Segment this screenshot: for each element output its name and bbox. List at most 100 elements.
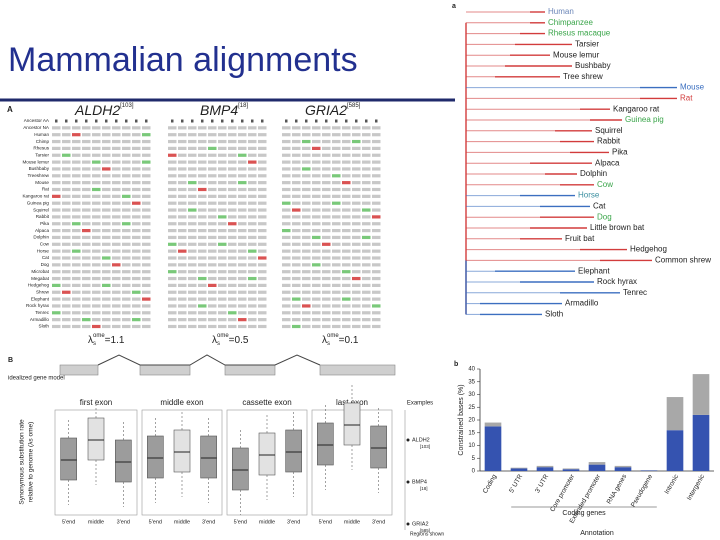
codon [218,276,227,281]
codon [322,276,331,281]
bar-segment [562,468,580,470]
codon [72,304,81,308]
codon [178,126,187,130]
codon [228,311,237,315]
codon [292,249,301,253]
codon [312,297,321,301]
taxon-label: Tenrec [623,288,647,297]
codon [112,208,121,212]
codon [372,311,381,315]
codon [342,153,351,157]
codon [122,297,131,301]
intron-lines [97,354,321,366]
codon [132,194,141,198]
codon [352,133,361,137]
codon [322,133,331,137]
codon [82,283,91,287]
codon [248,290,257,294]
codon [302,304,311,308]
codon [282,174,291,178]
codon [92,201,101,205]
codon [62,242,71,246]
codon [92,126,101,130]
codon [82,235,91,240]
position-label: middle [88,519,104,525]
codon [82,153,91,157]
codon [322,167,331,171]
codon [332,187,341,192]
codon [282,242,291,246]
example-ref: [103] [420,444,430,449]
codon [282,126,291,130]
position-label: 5'end [149,519,162,525]
codon [52,318,61,322]
example-ref: [585] [420,528,430,533]
codon [282,187,291,192]
example-name: GRIA2 [412,521,429,527]
codon [112,270,121,274]
codon-aa [181,119,184,123]
codon [62,160,71,164]
codon [282,304,291,308]
codon [292,208,301,212]
codon [332,160,341,164]
taxon-label: Bushbaby [575,61,611,70]
codon [132,139,141,144]
codon [198,290,207,294]
codon [302,324,311,329]
codon [312,208,321,212]
codon [208,256,217,260]
codon [342,215,351,219]
codon [218,256,227,260]
codon [102,256,111,260]
y-tick-label: 20 [468,418,475,424]
codon [208,318,217,322]
species-label: Cat [42,255,50,260]
codon [228,208,237,212]
codon [168,290,177,294]
codon [248,153,257,157]
codon [352,181,361,185]
codon [282,181,291,185]
codon [282,324,291,329]
species-label: Tenrec [35,310,49,315]
codon [292,242,301,246]
codon [352,201,361,205]
codon [302,133,311,137]
codon [352,311,361,315]
codon [132,276,141,281]
taxon-label: Hedgehog [630,245,667,254]
codon [178,208,187,212]
codon [132,208,141,212]
codon [372,187,381,192]
codon [82,270,91,274]
exon-box [319,364,396,376]
codon [322,229,331,233]
box [232,447,249,491]
codon [238,235,247,240]
codon [322,174,331,178]
codon [132,297,141,301]
codon [142,276,151,281]
codon [178,290,187,294]
codon [218,194,227,198]
codon [228,181,237,185]
codon [362,201,371,205]
codon [302,235,311,240]
codon [198,297,207,301]
codon [168,167,177,171]
taxon-label: Elephant [578,266,610,275]
codon [132,153,141,157]
codon [198,249,207,253]
codon [332,215,341,219]
codon [342,283,351,287]
codon [198,146,207,150]
codon [322,249,331,253]
codon [302,126,311,130]
codon [248,297,257,301]
codon-aa [375,119,378,123]
codon [282,139,291,144]
codon [208,208,217,212]
codon [142,215,151,219]
codon [92,187,101,192]
